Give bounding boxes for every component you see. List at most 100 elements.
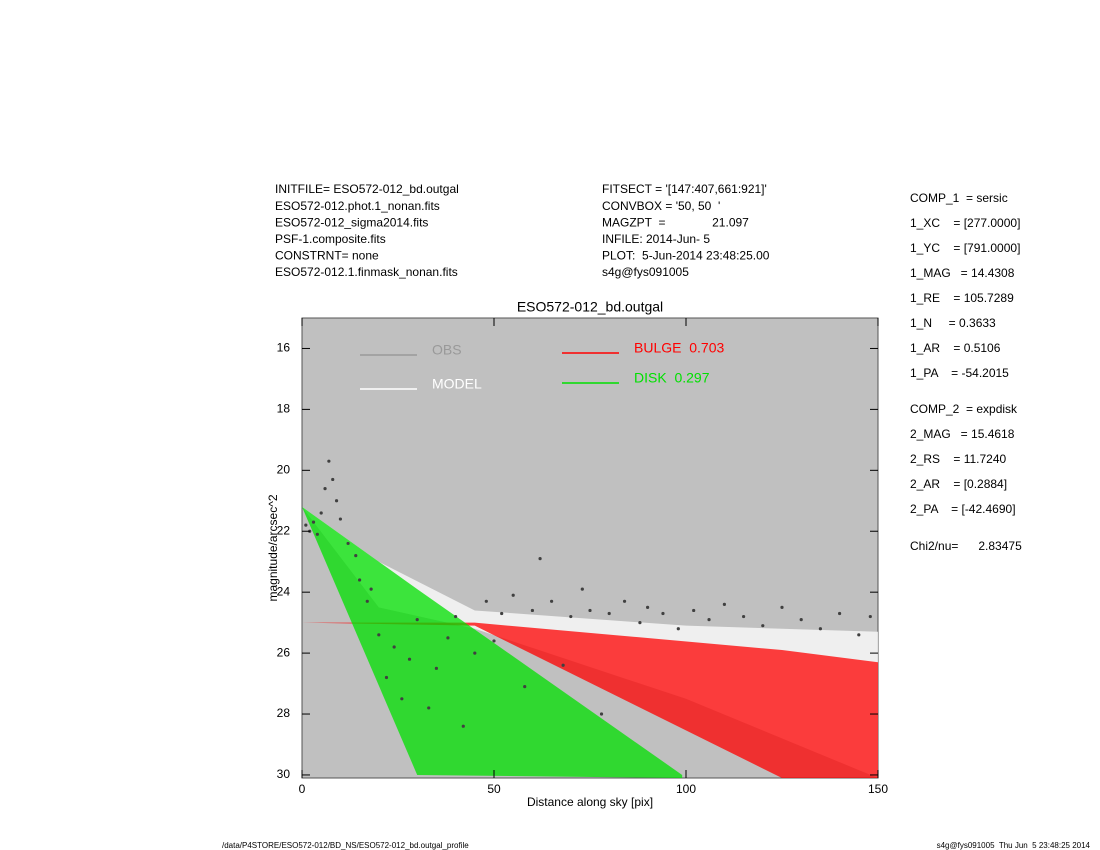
header-line: ESO572-012.phot.1_nonan.fits	[275, 199, 440, 213]
footer-stamp: s4g@fys091005 Thu Jun 5 23:48:25 2014	[937, 841, 1091, 850]
obs-point	[446, 636, 450, 640]
obs-point	[304, 523, 308, 527]
obs-point	[599, 712, 604, 716]
obs-point	[319, 511, 323, 515]
fit-parameter: COMP_1 = sersic	[910, 191, 1008, 205]
obs-point	[622, 599, 627, 603]
fit-parameter: 1_N = 0.3633	[910, 316, 996, 330]
footer-path: /data/P4STORE/ESO572-012/BD_NS/ESO572-01…	[222, 841, 469, 850]
obs-point	[561, 663, 565, 667]
obs-point	[500, 611, 504, 616]
obs-point	[365, 599, 369, 603]
model-band	[302, 506, 683, 778]
obs-point	[638, 621, 642, 625]
obs-point	[857, 633, 861, 637]
obs-point	[569, 614, 573, 619]
header-line: INFILE: 2014-Jun- 5	[602, 232, 710, 246]
obs-point	[354, 554, 358, 558]
x-tick-label: 150	[868, 782, 888, 796]
obs-point	[761, 624, 765, 628]
y-tick-label: 16	[277, 341, 291, 355]
header-line: FITSECT = '[147:407,661:921]'	[602, 182, 767, 196]
chart-title: ESO572-012_bd.outgal	[517, 299, 663, 315]
y-axis-label: magnitude/arcsec^2	[266, 494, 280, 601]
obs-point	[707, 617, 711, 622]
obs-point	[692, 608, 696, 613]
obs-point	[323, 486, 327, 491]
obs-point	[384, 675, 389, 680]
header-line: PSF-1.composite.fits	[275, 232, 386, 246]
obs-point	[346, 541, 350, 546]
fit-parameter: 2_AR = [0.2884]	[910, 477, 1007, 491]
obs-point	[331, 477, 335, 482]
fit-parameter: 1_RE = 105.7289	[910, 291, 1014, 305]
y-tick-label: 18	[277, 402, 291, 416]
obs-point	[511, 593, 515, 597]
obs-point	[838, 611, 842, 616]
obs-point	[550, 599, 554, 603]
header-line: ESO572-012_sigma2014.fits	[275, 215, 428, 229]
fit-parameter: 1_XC = [277.0000]	[910, 216, 1020, 230]
obs-point	[377, 633, 381, 637]
y-tick-label: 24	[277, 584, 291, 598]
header-line: CONVBOX = '50, 50 '	[602, 199, 720, 213]
x-tick-label: 0	[299, 782, 306, 796]
model-band	[302, 622, 878, 778]
obs-point	[722, 602, 727, 606]
x-tick-label: 100	[676, 782, 696, 796]
obs-point	[407, 657, 412, 661]
fit-parameter: 1_MAG = 14.4308	[910, 266, 1015, 280]
obs-point	[311, 520, 316, 524]
header-line: MAGZPT = 21.097	[602, 215, 749, 229]
header-line: PLOT: 5-Jun-2014 23:48:25.00	[602, 249, 770, 263]
x-axis-label: Distance along sky [pix]	[527, 795, 653, 809]
legend-label: DISK 0.297	[634, 370, 710, 386]
obs-point	[538, 557, 542, 561]
obs-point	[818, 627, 823, 631]
obs-point	[434, 666, 438, 670]
fit-parameter: 1_YC = [791.0000]	[910, 241, 1020, 255]
obs-point	[799, 617, 803, 622]
obs-point	[607, 611, 611, 616]
fit-parameter: Chi2/nu= 2.83475	[910, 539, 1022, 553]
obs-point	[530, 608, 535, 613]
fit-parameter: COMP_2 = expdisk	[910, 402, 1018, 416]
legend-label: BULGE 0.703	[634, 340, 724, 356]
obs-point	[338, 517, 342, 521]
legend-label: OBS	[432, 342, 462, 358]
obs-point	[369, 587, 373, 591]
obs-point	[588, 608, 592, 613]
y-tick-label: 20	[277, 462, 291, 476]
obs-point	[461, 724, 465, 728]
obs-point	[315, 532, 319, 536]
obs-point	[400, 697, 404, 701]
obs-point	[580, 587, 584, 591]
obs-point	[492, 639, 496, 643]
header-line: ESO572-012.1.finmask_nonan.fits	[275, 265, 458, 279]
obs-point	[646, 605, 650, 610]
y-tick-label: 30	[277, 767, 291, 781]
fit-parameter: 1_PA = -54.2015	[910, 366, 1009, 380]
header-line: CONSTRNT= none	[275, 249, 379, 263]
obs-point	[454, 614, 458, 619]
obs-point	[392, 645, 396, 649]
obs-point	[523, 685, 527, 689]
obs-point	[327, 459, 331, 463]
y-tick-label: 28	[277, 706, 291, 720]
obs-point	[473, 651, 477, 655]
plot-marks	[302, 459, 878, 778]
header-line: s4g@fys091005	[602, 265, 689, 279]
y-tick-label: 26	[277, 645, 291, 659]
obs-point	[358, 578, 362, 582]
obs-point	[484, 599, 488, 603]
obs-point	[661, 611, 665, 616]
fit-parameter: 1_AR = 0.5106	[910, 341, 1001, 355]
fit-parameter: 2_MAG = 15.4618	[910, 427, 1015, 441]
fit-parameter: 2_RS = 11.7240	[910, 452, 1007, 466]
obs-point	[780, 605, 784, 610]
y-tick-label: 22	[277, 523, 291, 537]
obs-point	[868, 614, 872, 619]
x-tick-label: 50	[487, 782, 501, 796]
